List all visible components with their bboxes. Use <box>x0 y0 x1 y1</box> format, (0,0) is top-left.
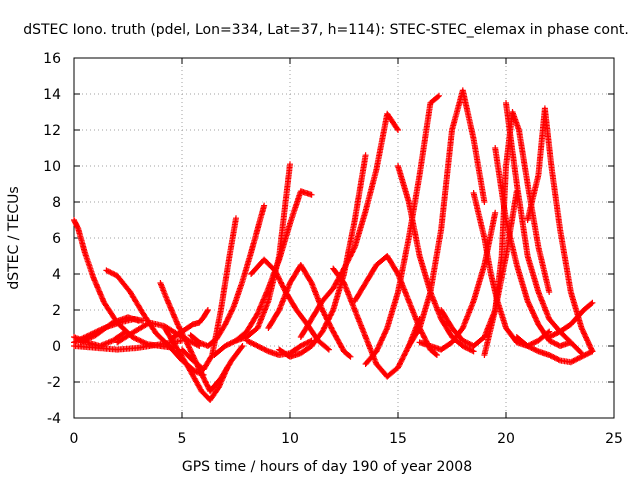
series-24 <box>405 87 488 349</box>
y-tick-labels: -4 -2 0 2 4 6 8 10 12 14 16 <box>43 51 61 427</box>
x-tick-labels: 0 5 10 15 20 25 <box>70 431 623 447</box>
series-22 <box>362 92 442 367</box>
x-tick-label: 0 <box>70 431 79 447</box>
y-tick-label: 16 <box>43 51 61 67</box>
data-marks <box>71 87 596 403</box>
y-tick-label: 0 <box>52 339 61 355</box>
x-tick-label: 15 <box>389 431 407 447</box>
series-markers <box>77 314 142 346</box>
series-29 <box>492 145 574 349</box>
x-tick-label: 5 <box>178 431 187 447</box>
series-33 <box>546 299 596 340</box>
chart-title: dSTEC Iono. truth (pdel, Lon=334, Lat=37… <box>23 22 629 38</box>
y-tick-label: 8 <box>52 195 61 211</box>
series-markers <box>187 202 268 349</box>
y-tick-label: 2 <box>52 303 61 319</box>
series-11 <box>168 307 211 342</box>
series-markers <box>546 299 596 340</box>
y-tick-label: 4 <box>52 267 61 283</box>
series-32 <box>513 334 596 366</box>
series-markers <box>405 87 488 349</box>
series-markers <box>233 188 315 344</box>
grid <box>74 58 614 418</box>
series-markers <box>330 265 423 380</box>
y-tick-label: 14 <box>43 87 61 103</box>
series-14 <box>233 188 315 344</box>
series-markers <box>297 110 401 340</box>
series-markers <box>492 145 574 349</box>
series-20 <box>330 265 423 380</box>
x-tick-label: 10 <box>281 431 299 447</box>
y-tick-label: 6 <box>52 231 61 247</box>
tick-marks <box>73 57 615 419</box>
series-5 <box>77 314 142 346</box>
series-markers <box>513 334 596 366</box>
series-12 <box>187 202 268 349</box>
y-tick-label: -4 <box>47 411 61 427</box>
x-tick-label: 25 <box>605 431 623 447</box>
series-19 <box>297 110 401 340</box>
y-tick-label: 12 <box>43 123 61 139</box>
y-tick-label: 10 <box>43 159 61 175</box>
y-axis-label: dSTEC / TECUs <box>6 186 22 289</box>
series-markers <box>362 92 442 367</box>
x-tick-label: 20 <box>497 431 515 447</box>
y-tick-label: -2 <box>47 375 61 391</box>
x-axis-label: GPS time / hours of day 190 of year 2008 <box>182 459 472 475</box>
series-markers <box>168 307 211 342</box>
